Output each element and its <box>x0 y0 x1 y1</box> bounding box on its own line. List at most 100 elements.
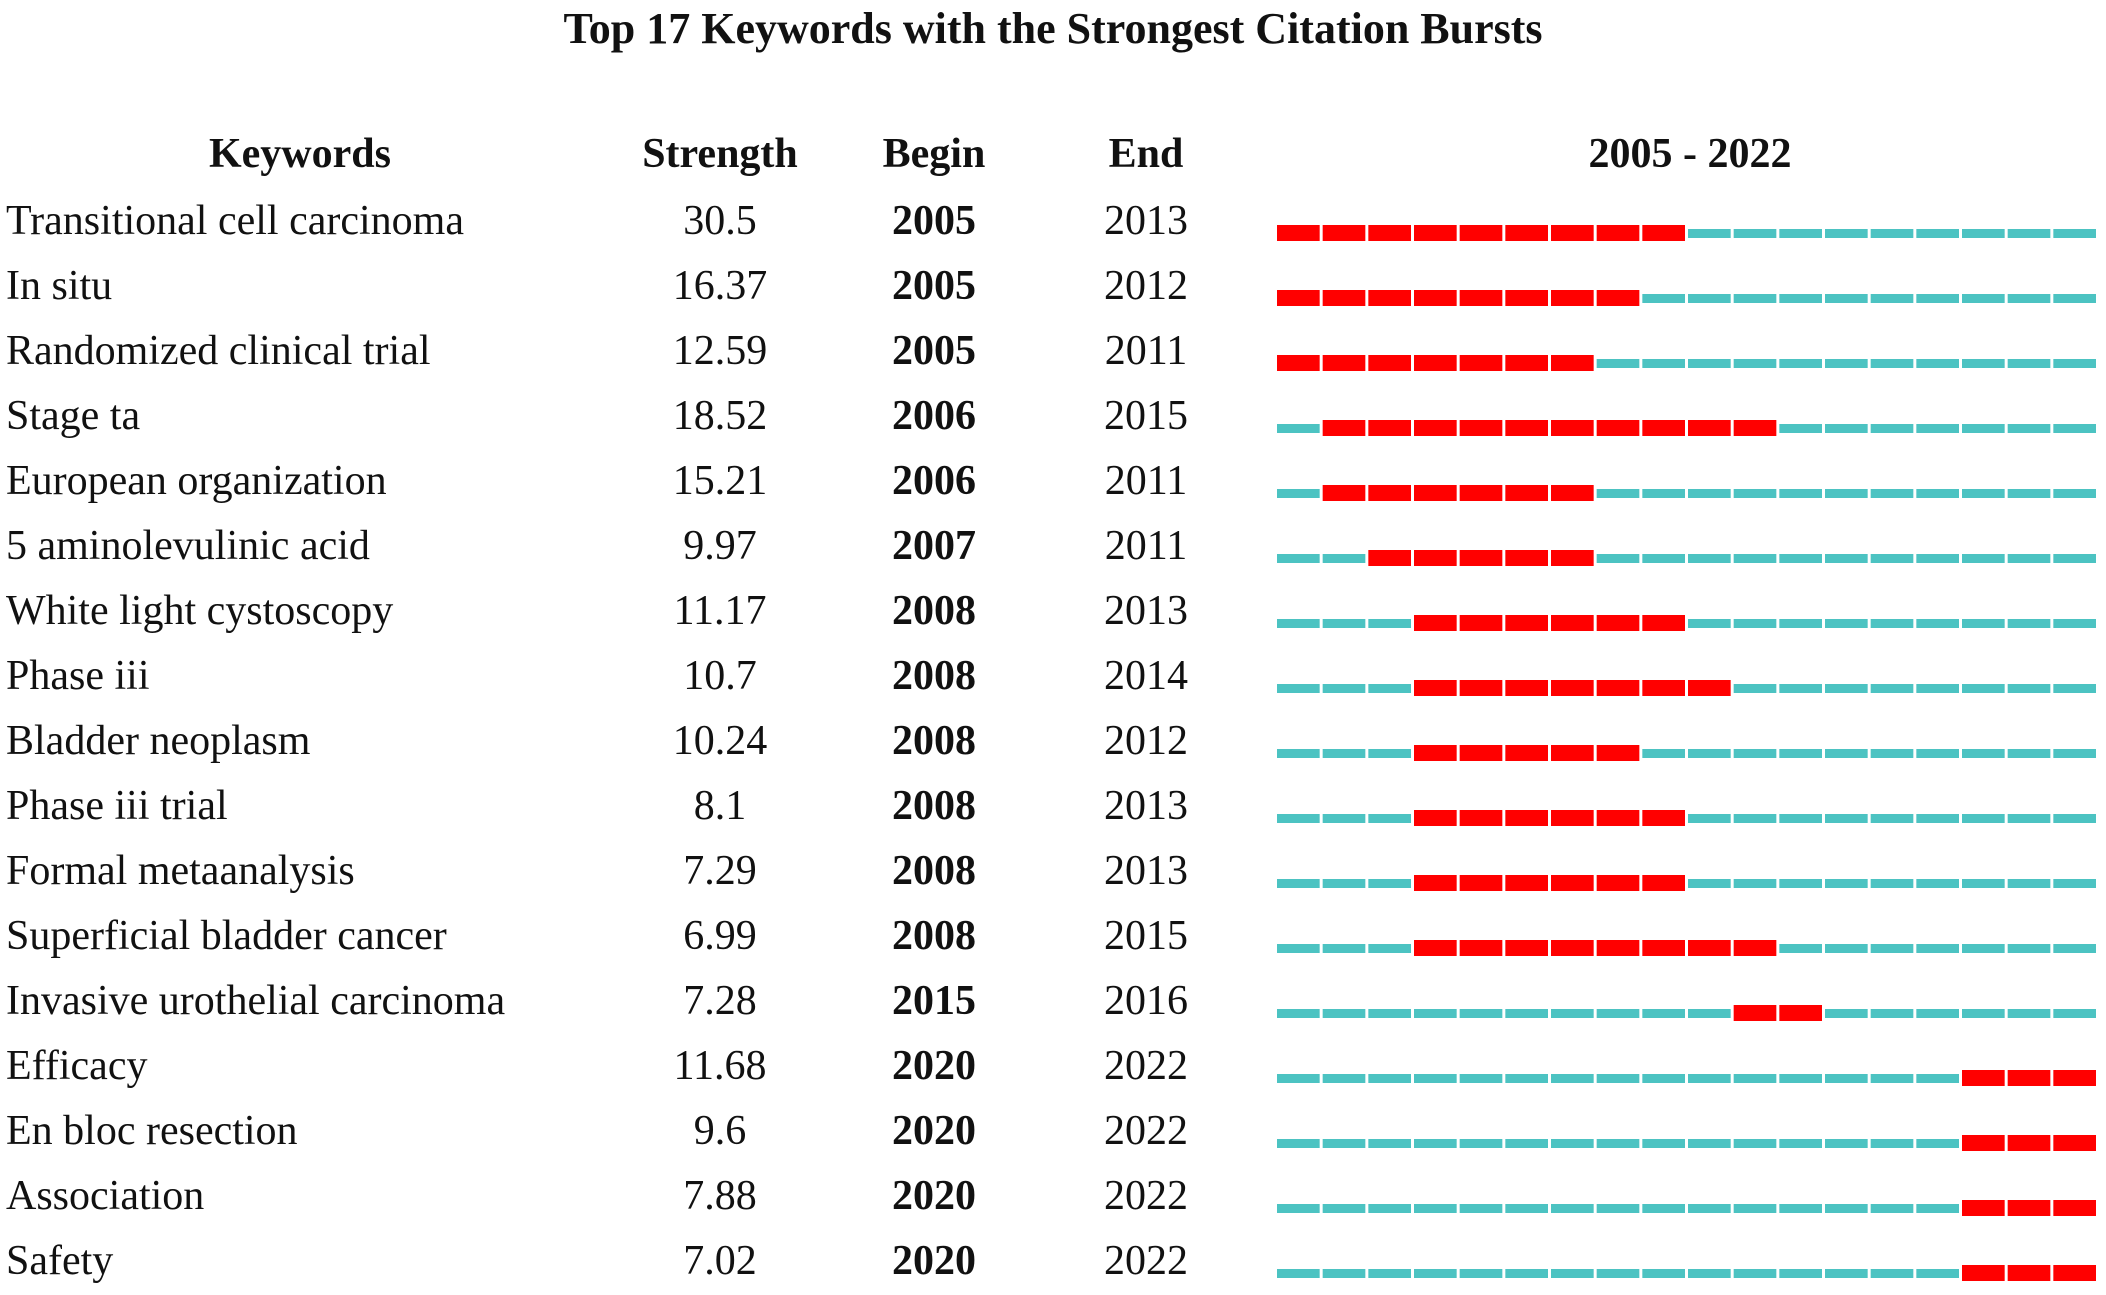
timeline-segment <box>1779 1139 1822 1148</box>
timeline-segment <box>1688 1269 1731 1278</box>
begin-cell: 2008 <box>892 848 976 894</box>
timeline-segment <box>1322 554 1366 563</box>
timeline-segment <box>1277 944 1320 953</box>
timeline-segment <box>1322 749 1366 758</box>
strength-cell: 8.1 <box>693 783 747 829</box>
timeline-segment <box>1733 749 1777 758</box>
burst-segment <box>1414 810 1457 826</box>
timeline-segment <box>2053 229 2096 238</box>
burst-segment <box>1277 290 1320 306</box>
timeline-segment <box>1459 1074 1503 1083</box>
timeline-segment <box>1322 619 1366 628</box>
timeline-segment <box>1688 359 1731 368</box>
timeline-segment <box>1277 1074 1320 1083</box>
strength-cell: 11.68 <box>673 1043 767 1089</box>
timeline-segment <box>1322 1074 1366 1083</box>
burst-segment <box>1642 940 1685 956</box>
timeline-segment <box>1916 1269 1959 1278</box>
burst-timeline <box>1277 940 2096 956</box>
begin-cell: 2007 <box>892 523 976 569</box>
burst-timeline <box>1277 1070 2096 1086</box>
burst-segment <box>1596 810 1640 826</box>
timeline-segment <box>1368 1074 1411 1083</box>
timeline-segment <box>1962 944 2005 953</box>
burst-segment <box>1551 550 1594 566</box>
timeline-segment <box>1733 814 1777 823</box>
burst-segment <box>1505 355 1548 371</box>
timeline-segment <box>1322 814 1366 823</box>
burst-segment <box>1414 355 1457 371</box>
timeline-segment <box>1459 1269 1503 1278</box>
burst-segment <box>1459 745 1503 761</box>
timeline-segment <box>1916 554 1959 563</box>
strength-cell: 30.5 <box>683 198 757 244</box>
burst-segment <box>1414 745 1457 761</box>
keyword-cell: En bloc resection <box>6 1108 298 1154</box>
timeline-segment <box>1459 1139 1503 1148</box>
burst-segment <box>1505 550 1548 566</box>
timeline-segment <box>1322 1269 1366 1278</box>
burst-segment <box>1459 940 1503 956</box>
timeline-segment <box>1642 1269 1685 1278</box>
begin-cell: 2020 <box>892 1173 976 1219</box>
burst-segment <box>1368 420 1411 436</box>
timeline-segment <box>1551 1009 1594 1018</box>
table-row: Randomized clinical trial 12.59 2005 2011 <box>0 320 2106 385</box>
timeline-segment <box>1368 944 1411 953</box>
timeline-segment <box>2053 879 2096 888</box>
timeline-segment <box>1277 684 1320 693</box>
timeline-segment <box>1825 619 1868 628</box>
timeline-segment <box>1870 229 1914 238</box>
burst-segment <box>1368 355 1411 371</box>
timeline-segment <box>1368 619 1411 628</box>
timeline-segment <box>2007 944 2051 953</box>
burst-segment <box>1505 290 1548 306</box>
burst-segment <box>1414 485 1457 501</box>
timeline-segment <box>1825 554 1868 563</box>
timeline-segment <box>1962 229 2005 238</box>
timeline-segment <box>1277 814 1320 823</box>
header-begin: Begin <box>882 131 986 177</box>
timeline-segment <box>1414 1074 1457 1083</box>
table-row: White light cystoscopy 11.17 2008 2013 <box>0 580 2106 645</box>
burst-segment <box>1688 420 1731 436</box>
timeline-segment <box>1688 1204 1731 1213</box>
timeline-segment <box>1505 1204 1548 1213</box>
timeline-segment <box>1551 1074 1594 1083</box>
timeline-segment <box>1688 1009 1731 1018</box>
burst-segment <box>1505 745 1548 761</box>
burst-segment <box>2007 1265 2051 1281</box>
keyword-cell: White light cystoscopy <box>6 588 394 634</box>
burst-segment <box>1688 680 1731 696</box>
table-row: Stage ta 18.52 2006 2015 <box>0 385 2106 450</box>
burst-segment <box>1596 290 1640 306</box>
timeline-segment <box>1277 1009 1320 1018</box>
burst-timeline <box>1277 810 2096 826</box>
timeline-segment <box>1825 749 1868 758</box>
timeline-segment <box>1779 749 1822 758</box>
burst-segment <box>1551 810 1594 826</box>
table-row: Invasive urothelial carcinoma 7.28 2015 201… <box>0 970 2106 1035</box>
timeline-segment <box>1322 1204 1366 1213</box>
timeline-segment <box>2007 294 2051 303</box>
timeline-segment <box>1916 814 1959 823</box>
burst-segment <box>1322 355 1366 371</box>
timeline-segment <box>1733 1139 1777 1148</box>
burst-segment <box>1505 875 1548 891</box>
timeline-segment <box>1825 814 1868 823</box>
table-row: Phase iii 10.7 2008 2014 <box>0 645 2106 710</box>
timeline-segment <box>2053 749 2096 758</box>
timeline-segment <box>1733 1204 1777 1213</box>
burst-segment <box>2007 1135 2051 1151</box>
timeline-segment <box>1414 1009 1457 1018</box>
timeline-segment <box>1368 749 1411 758</box>
timeline-segment <box>1870 359 1914 368</box>
timeline-segment <box>1688 1139 1731 1148</box>
timeline-segment <box>1642 1139 1685 1148</box>
timeline-segment <box>1688 619 1731 628</box>
burst-timeline <box>1277 875 2096 891</box>
timeline-segment <box>1688 879 1731 888</box>
timeline-segment <box>1962 1009 2005 1018</box>
burst-segment <box>1505 225 1548 241</box>
burst-timeline <box>1277 745 2096 761</box>
